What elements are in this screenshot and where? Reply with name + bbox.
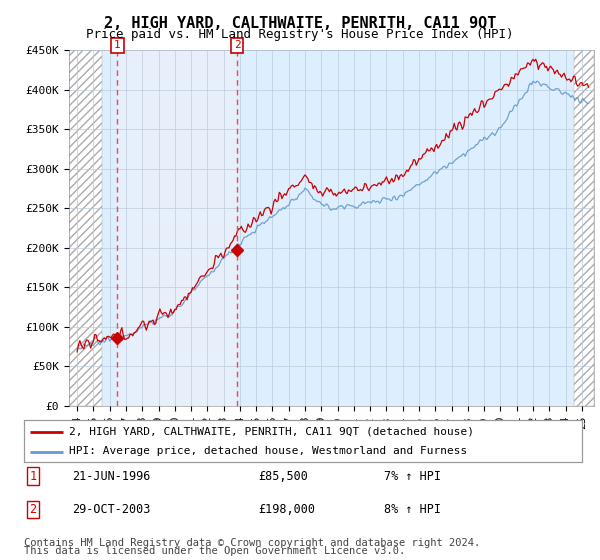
Text: £198,000: £198,000: [258, 503, 315, 516]
Text: 7% ↑ HPI: 7% ↑ HPI: [384, 469, 441, 483]
Text: HPI: Average price, detached house, Westmorland and Furness: HPI: Average price, detached house, West…: [68, 446, 467, 456]
Text: 2: 2: [234, 40, 241, 50]
Text: 1: 1: [29, 469, 37, 483]
Text: 2, HIGH YARD, CALTHWAITE, PENRITH, CA11 9QT (detached house): 2, HIGH YARD, CALTHWAITE, PENRITH, CA11 …: [68, 427, 473, 437]
Text: 2: 2: [29, 503, 37, 516]
Text: 21-JUN-1996: 21-JUN-1996: [72, 469, 151, 483]
Text: 2, HIGH YARD, CALTHWAITE, PENRITH, CA11 9QT: 2, HIGH YARD, CALTHWAITE, PENRITH, CA11 …: [104, 16, 496, 31]
Text: £85,500: £85,500: [258, 469, 308, 483]
Text: Contains HM Land Registry data © Crown copyright and database right 2024.: Contains HM Land Registry data © Crown c…: [24, 538, 480, 548]
Text: 1: 1: [114, 40, 121, 50]
Bar: [69, 50, 101, 406]
Text: 29-OCT-2003: 29-OCT-2003: [72, 503, 151, 516]
Text: Price paid vs. HM Land Registry's House Price Index (HPI): Price paid vs. HM Land Registry's House …: [86, 28, 514, 41]
Bar: [574, 50, 594, 406]
Bar: [118, 50, 237, 406]
Text: This data is licensed under the Open Government Licence v3.0.: This data is licensed under the Open Gov…: [24, 546, 405, 556]
Text: 8% ↑ HPI: 8% ↑ HPI: [384, 503, 441, 516]
